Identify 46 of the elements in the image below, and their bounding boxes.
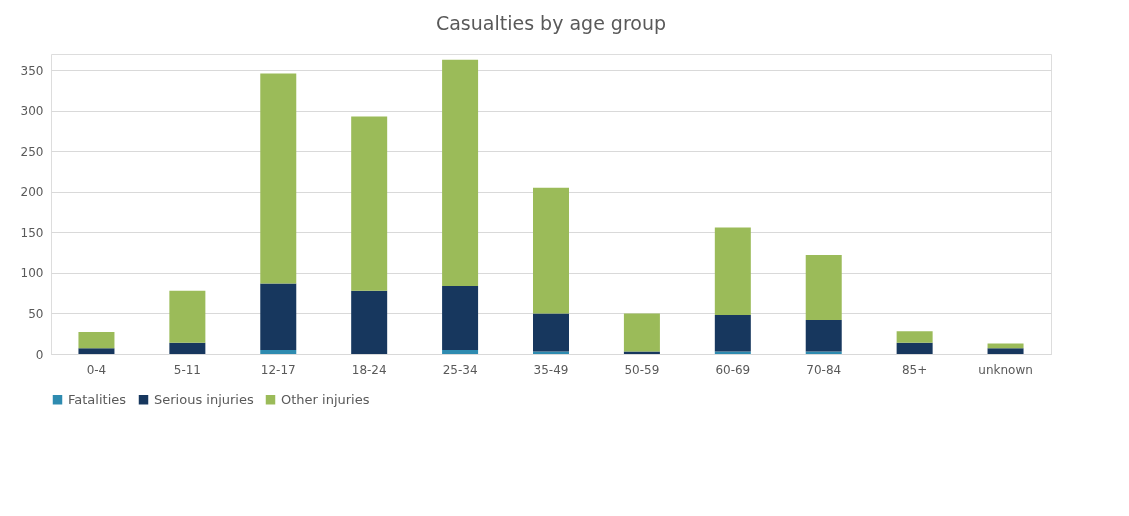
legend-label: Other injuries [281,391,370,407]
bar [805,255,842,320]
x-tick-label: unknown [978,362,1033,377]
bar [714,227,751,316]
legend-label: Fatalities [68,391,127,407]
bar [442,285,479,350]
bar [714,315,751,352]
x-tick-label: 5-11 [173,362,201,377]
bar [805,319,842,352]
bar [260,349,297,354]
bar [351,290,388,354]
bar [896,331,933,343]
bar [533,187,569,314]
bar [78,348,115,354]
bar [169,290,206,343]
x-tick-label: 35-49 [533,362,569,377]
bar [351,116,388,291]
x-tick-label: 25-34 [442,362,478,377]
x-tick-label: 60-69 [715,362,751,377]
y-tick-label: 50 [28,306,44,321]
x-tick-label: 70-84 [806,362,842,377]
x-tick-label: 12-17 [260,362,296,377]
bar [78,332,115,349]
legend-label: Serious injuries [154,391,254,407]
x-tick-label: 50-59 [624,362,660,377]
y-tick-label: 250 [20,144,44,159]
bar [987,343,1024,349]
y-tick-label: 150 [20,225,44,240]
y-tick-label: 350 [20,63,44,78]
x-tick-label: 0-4 [86,362,107,377]
y-tick-label: 200 [20,185,44,200]
y-tick-label: 0 [35,347,44,362]
y-tick-label: 300 [20,104,44,119]
bar [442,59,479,286]
bar [442,349,479,354]
bar [533,313,569,352]
bar [987,348,1024,354]
bar [260,73,297,284]
y-tick-label: 100 [20,266,44,281]
x-tick-label: 85+ [901,362,928,377]
bar [169,342,206,354]
bar [260,283,297,350]
bar [896,342,933,354]
bar [623,313,660,352]
chart-title: Casualties by age group [435,12,667,34]
x-tick-label: 18-24 [351,362,387,377]
